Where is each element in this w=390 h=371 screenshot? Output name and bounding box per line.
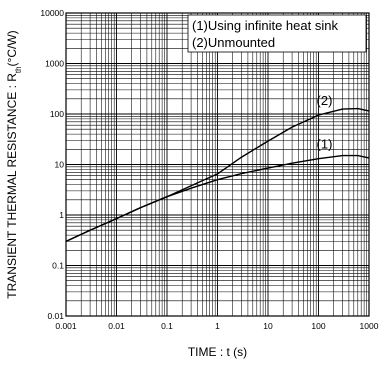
y-tick-label: 0.01 xyxy=(47,311,64,321)
x-tick-label: 100 xyxy=(311,321,325,331)
series-group: (1) (2) xyxy=(65,93,370,243)
series-label-1: (1) xyxy=(317,137,333,152)
x-tick-label: 1000 xyxy=(360,321,379,331)
x-tick-label: 1 xyxy=(215,321,220,331)
series-label-2: (2) xyxy=(317,93,333,108)
y-tick-label: 0.1 xyxy=(52,261,64,271)
x-tick-label: 0.001 xyxy=(55,321,77,331)
legend: (1)Using infinite heat sink (2)Unmounted xyxy=(187,14,367,53)
y-axis-label-unit: (°C/W) xyxy=(5,30,19,66)
y-tick-label: 100 xyxy=(50,109,64,119)
grid xyxy=(65,13,369,317)
y-axis-label: TRANSIENT THERMAL RESISTANCE : Rth(°C/W) xyxy=(5,30,23,298)
x-axis-label: TIME : t (s) xyxy=(188,345,247,359)
y-axis-label-subscript: th xyxy=(14,66,23,73)
legend-box xyxy=(187,14,367,53)
y-tick-label: 1000 xyxy=(45,59,64,69)
plot-frame xyxy=(65,12,370,317)
legend-entry-2: (2)Unmounted xyxy=(192,35,275,50)
legend-entry-1: (1)Using infinite heat sink xyxy=(192,18,338,33)
x-tick-label: 0.01 xyxy=(108,321,125,331)
series-line-2 xyxy=(65,107,370,243)
x-tick-label: 0.1 xyxy=(161,321,173,331)
x-tick-label: 10 xyxy=(263,321,273,331)
tick-labels: 0.001 0.01 0.1 1 10 100 10000.010.111010010001… xyxy=(40,8,378,331)
y-tick-label: 10 xyxy=(55,160,65,170)
y-tick-label: 10000 xyxy=(40,8,64,18)
plot-border xyxy=(65,12,370,317)
y-tick-label: 1 xyxy=(59,210,64,220)
y-axis-label-main: TRANSIENT THERMAL RESISTANCE : R xyxy=(5,73,19,299)
